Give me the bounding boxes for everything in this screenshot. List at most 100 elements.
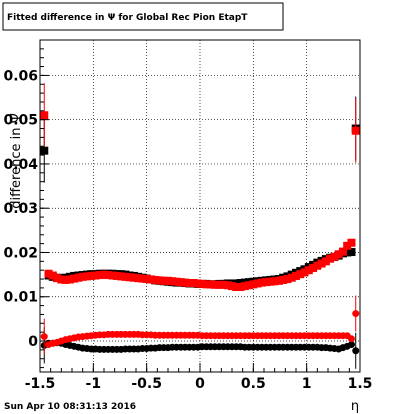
data-point-square bbox=[70, 274, 79, 283]
x-tick-label: 1 bbox=[302, 376, 312, 392]
data-point-square bbox=[283, 275, 292, 284]
title-box: Fitted difference in Ψ for Global Rec Pi… bbox=[2, 2, 284, 31]
data-point-square bbox=[100, 270, 108, 279]
data-point-square bbox=[236, 283, 245, 292]
data-point-square bbox=[279, 275, 288, 284]
data-point-square bbox=[61, 275, 70, 284]
data-point-square bbox=[219, 280, 228, 289]
data-point-square bbox=[91, 271, 100, 280]
data-point-square bbox=[53, 274, 62, 283]
data-point-square bbox=[309, 263, 318, 272]
y-tick-label: 0.05 bbox=[3, 113, 38, 129]
y-tick-label: 0.03 bbox=[3, 201, 38, 217]
x-tick-label: -0.5 bbox=[131, 376, 162, 392]
data-point-square bbox=[317, 259, 326, 268]
series-1 bbox=[40, 83, 360, 292]
title-frame bbox=[2, 2, 284, 31]
data-point-square bbox=[189, 279, 198, 288]
data-point-square bbox=[181, 278, 190, 287]
y-axis-label: difference in Ψ bbox=[9, 113, 24, 209]
data-point-square bbox=[245, 281, 254, 290]
data-point-square bbox=[330, 252, 339, 261]
y-tick-label: 0.01 bbox=[3, 290, 38, 306]
data-point-square bbox=[223, 281, 232, 290]
data-point-square bbox=[40, 111, 49, 120]
data-point-square bbox=[343, 241, 352, 250]
data-point-square bbox=[65, 275, 74, 284]
chart-title: Fitted difference in Ψ for Global Rec Pi… bbox=[7, 13, 248, 23]
data-point-square bbox=[343, 248, 352, 257]
data-point-square bbox=[304, 266, 313, 275]
data-point-square bbox=[206, 280, 215, 289]
data-point-square bbox=[87, 271, 96, 280]
y-tick-label: 0.02 bbox=[3, 245, 38, 261]
data-point-square bbox=[249, 280, 258, 289]
data-point-square bbox=[138, 274, 147, 283]
data-point-square bbox=[121, 272, 130, 281]
x-tick-label: -1.5 bbox=[25, 376, 56, 392]
data-point-square bbox=[287, 273, 296, 282]
data-point-square bbox=[232, 283, 241, 292]
data-point-square bbox=[164, 276, 172, 285]
data-point-square bbox=[270, 277, 279, 286]
data-point-square bbox=[78, 272, 87, 281]
grid-lines bbox=[40, 40, 360, 372]
x-tick-label: 0.5 bbox=[241, 376, 266, 392]
data-point-square bbox=[313, 261, 322, 270]
x-axis-label: η bbox=[351, 399, 359, 414]
timestamp-footer: Sun Apr 10 08:31:13 2016 bbox=[4, 402, 136, 412]
data-point-square bbox=[351, 126, 360, 135]
data-point-square bbox=[210, 280, 219, 289]
data-point-square bbox=[338, 247, 347, 256]
data-point-square bbox=[44, 269, 53, 278]
data-point-square bbox=[185, 279, 194, 288]
data-point-square bbox=[274, 276, 283, 285]
data-point-square bbox=[334, 250, 343, 259]
data-point-square bbox=[142, 275, 151, 284]
data-point-square bbox=[159, 276, 168, 285]
data-point-square bbox=[151, 275, 160, 284]
data-point-square bbox=[104, 271, 113, 280]
data-point-circle bbox=[347, 341, 355, 349]
y-tick-label: 0.06 bbox=[3, 68, 38, 84]
data-point-square bbox=[202, 280, 211, 289]
data-point-square bbox=[347, 238, 356, 247]
data-point-square bbox=[253, 279, 262, 288]
data-point-square bbox=[215, 280, 224, 289]
data-point-square bbox=[155, 276, 164, 285]
data-point-square bbox=[40, 146, 49, 155]
series-2 bbox=[40, 327, 360, 369]
data-point-square bbox=[300, 268, 309, 277]
y-tick-label: 0 bbox=[28, 334, 38, 350]
data-point-square bbox=[57, 275, 66, 284]
data-point-square bbox=[117, 272, 126, 281]
data-point-circle bbox=[352, 310, 360, 318]
data-point-square bbox=[48, 271, 57, 280]
data-point-square bbox=[129, 273, 138, 282]
data-point-square bbox=[266, 277, 275, 286]
data-point-square bbox=[292, 271, 300, 280]
data-point-square bbox=[74, 273, 83, 282]
data-point-square bbox=[296, 270, 305, 279]
data-point-square bbox=[193, 279, 202, 288]
data-point-circle bbox=[352, 347, 360, 355]
data-point-circle bbox=[347, 335, 355, 343]
data-point-square bbox=[347, 248, 356, 257]
x-tick-label: 1.5 bbox=[348, 376, 373, 392]
x-tick-label: 0 bbox=[195, 376, 205, 392]
data-point-square bbox=[257, 278, 266, 287]
data-point-square bbox=[146, 275, 155, 284]
data-point-square bbox=[228, 282, 236, 291]
data-point-square bbox=[108, 271, 117, 280]
data-point-square bbox=[321, 257, 330, 266]
data-point-square bbox=[262, 278, 271, 287]
data-point-square bbox=[240, 282, 249, 291]
series-3 bbox=[40, 295, 360, 355]
data-point-square bbox=[112, 271, 121, 280]
y-tick-label: 0.04 bbox=[3, 157, 38, 173]
x-tick-label: -1 bbox=[86, 376, 102, 392]
axis-ticks: -1.5 -1 -0.5 0 0.5 1 1.5 0 0.01 0.02 0.03 0.04 0.05 0… bbox=[3, 48, 373, 392]
data-point-square bbox=[95, 271, 104, 280]
